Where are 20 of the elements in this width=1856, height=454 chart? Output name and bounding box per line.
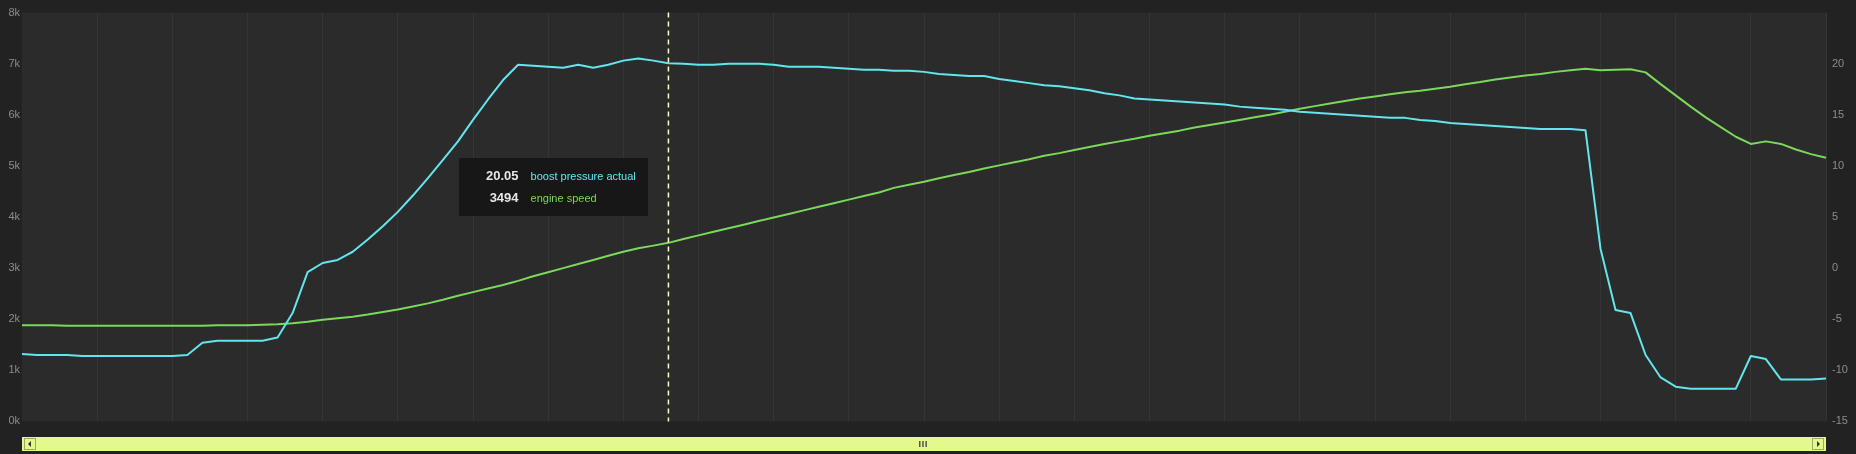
y2-tick-label: 0	[1832, 261, 1839, 274]
y2-tick-label: 20	[1832, 56, 1845, 69]
y2-tick-label: 5	[1832, 210, 1839, 223]
y-tick-label: 7k	[8, 56, 21, 69]
y2-tick-label: -10	[1832, 363, 1848, 376]
y2-tick-label: -5	[1832, 312, 1842, 325]
tooltip-box: 20.05 boost pressure actual 3494 engine speed	[458, 157, 648, 216]
annotation: 20.05	[485, 168, 519, 184]
y-tick-label: 0k	[8, 414, 21, 427]
y-tick-label: 3k	[8, 261, 21, 274]
y-tick-label: 1k	[8, 363, 21, 376]
annotation: 3494	[488, 190, 519, 206]
y-tick-label: 8k	[8, 5, 21, 18]
y-tick-label: 5k	[8, 158, 21, 171]
y-tick-label: 2k	[8, 312, 21, 325]
y-tick-label: 4k	[8, 210, 21, 223]
y2-tick-label: 15	[1832, 107, 1845, 120]
y2-tick-label: -15	[1832, 414, 1848, 427]
y2-tick-label: 10	[1832, 158, 1845, 171]
y-tick-label: 6k	[8, 107, 21, 120]
